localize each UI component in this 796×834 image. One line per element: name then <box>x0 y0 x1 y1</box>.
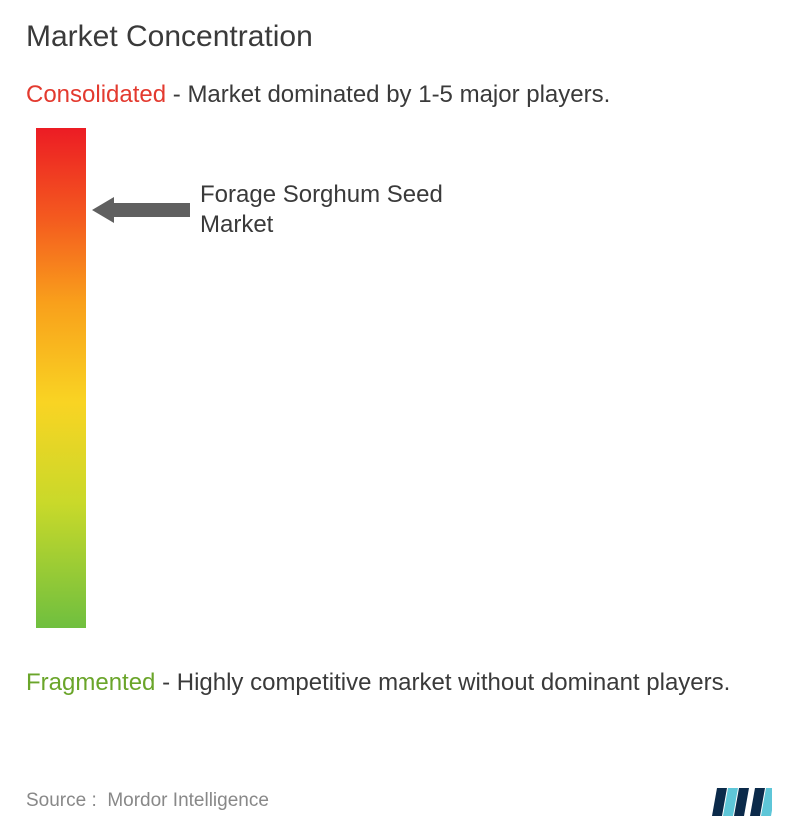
market-marker-label: Forage Sorghum Seed Market <box>200 180 500 240</box>
source-prefix: Source : <box>26 790 97 811</box>
mordor-logo-icon <box>710 782 772 818</box>
fragmented-description: Fragmented - Highly competitive market w… <box>26 668 776 698</box>
page-title: Market Concentration <box>26 20 776 54</box>
consolidated-keyword: Consolidated <box>26 81 166 108</box>
arrow-left-icon <box>92 197 190 223</box>
source-attribution: Source : Mordor Intelligence <box>26 790 269 812</box>
market-marker: Forage Sorghum Seed Market <box>92 180 500 240</box>
fragmented-keyword: Fragmented <box>26 669 155 696</box>
consolidated-description: Consolidated - Market dominated by 1-5 m… <box>26 80 776 110</box>
consolidated-text: - Market dominated by 1-5 major players. <box>166 81 610 108</box>
concentration-chart: Forage Sorghum Seed Market <box>26 128 776 648</box>
source-text: Mordor Intelligence <box>107 790 269 811</box>
fragmented-text: - Highly competitive market without domi… <box>155 669 730 696</box>
concentration-bar <box>36 128 86 628</box>
